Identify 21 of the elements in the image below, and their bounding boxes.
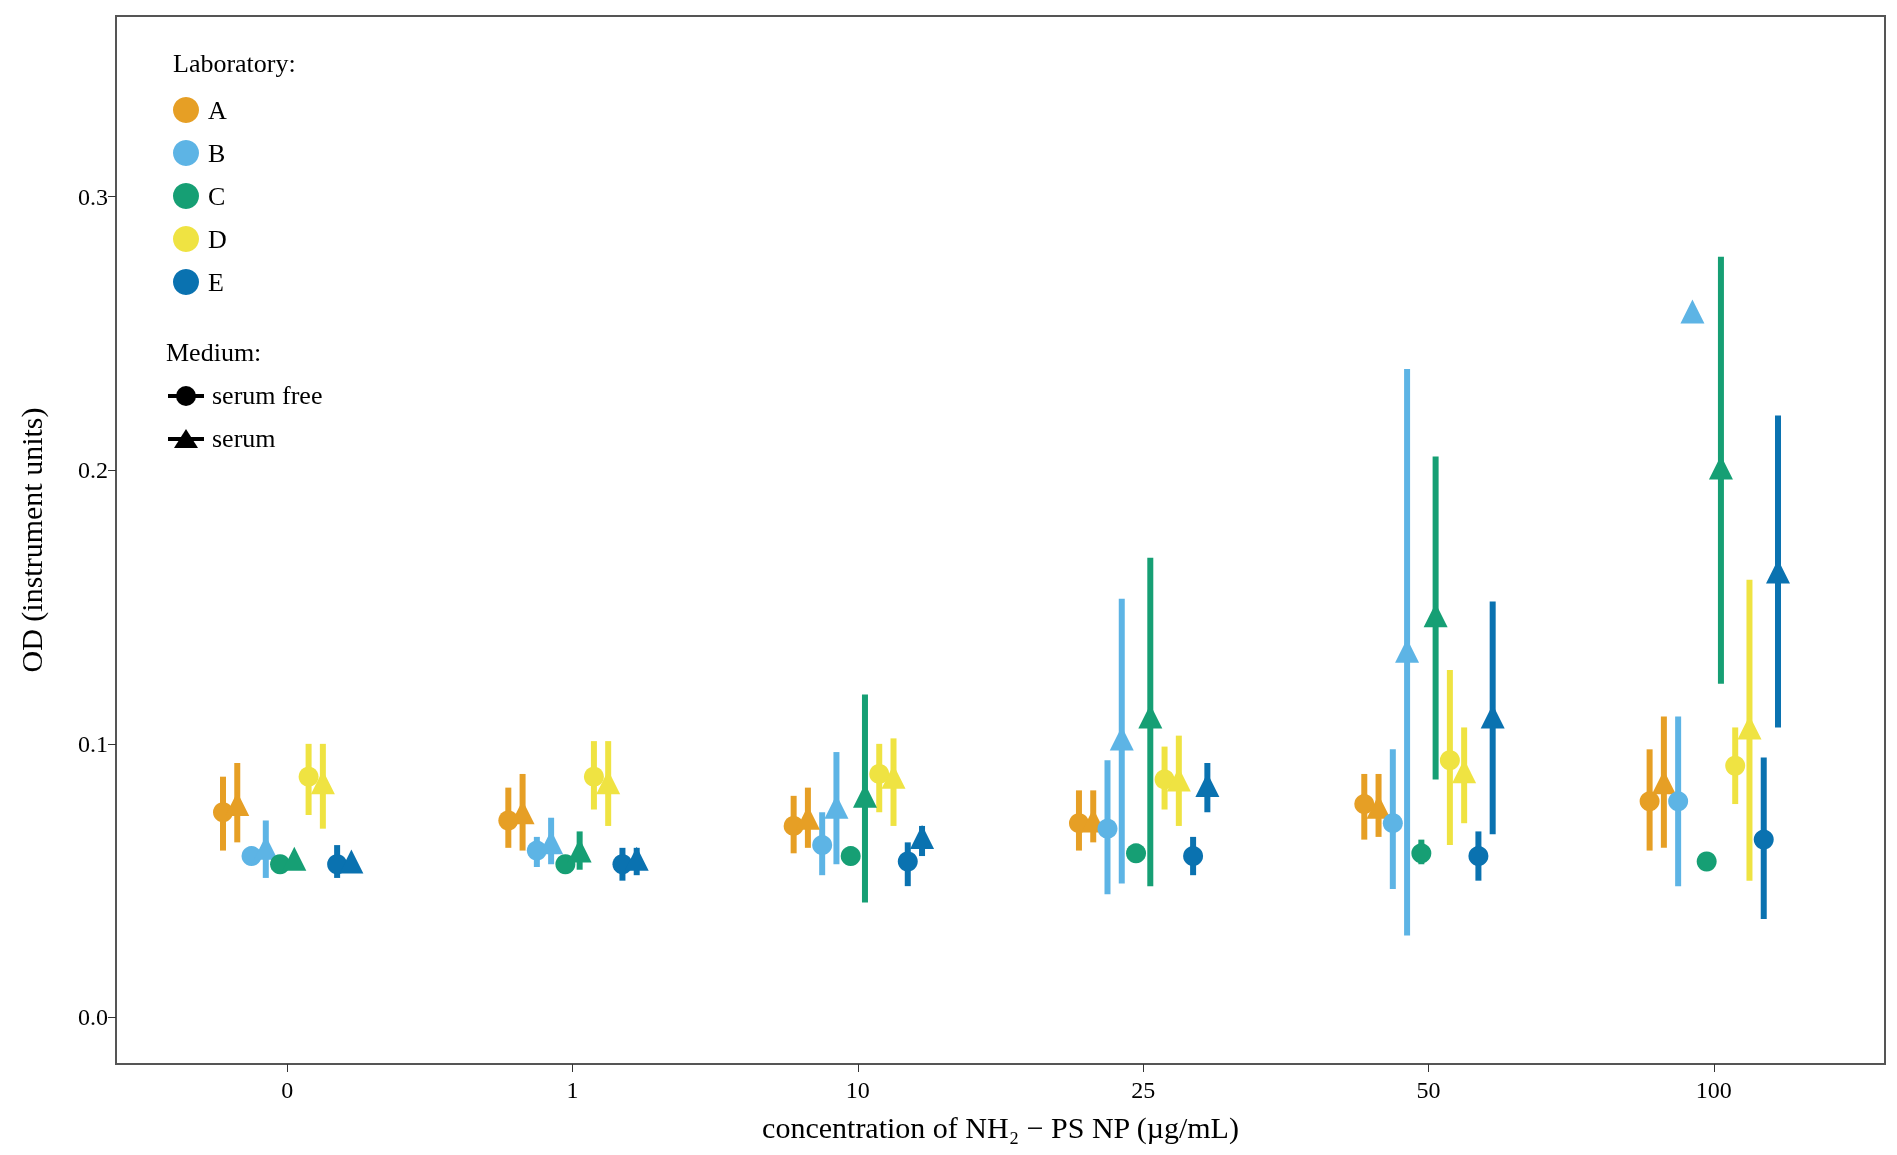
y-tick-label: 0.3 — [78, 183, 108, 210]
legend-label: E — [208, 267, 224, 297]
x-tick-label: 50 — [1416, 1077, 1441, 1103]
legend-label: D — [208, 224, 227, 254]
annotation: Medium: — [166, 338, 262, 368]
legend-label: C — [208, 181, 226, 211]
x-axis-title: concentration of NH₂ − PS NP (µg/mL) — [762, 1110, 1239, 1145]
y-tick-label: 0.0 — [78, 1004, 108, 1031]
x-tick-label: 25 — [1131, 1077, 1156, 1103]
x-tick-label: 0 — [281, 1077, 294, 1103]
x-tick-label: 1 — [566, 1077, 579, 1103]
legend-label: A — [208, 95, 227, 125]
x-tick-label: 100 — [1695, 1077, 1732, 1103]
legend-title: Laboratory: — [173, 48, 296, 78]
annotation: serum free — [212, 381, 323, 411]
y-tick-label: 0.2 — [78, 457, 108, 484]
annotation: serum — [212, 424, 276, 454]
legend-label: B — [208, 138, 226, 168]
y-tick-label: 0.1 — [78, 730, 108, 757]
x-tick-label: 10 — [845, 1077, 870, 1103]
y-axis-title: OD (instrument units) — [14, 407, 49, 673]
